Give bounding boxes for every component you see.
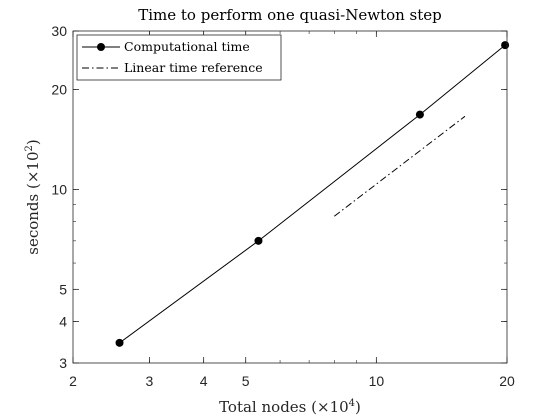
legend-label-linear: Linear time reference [124,60,263,75]
y-tick-label: 10 [51,181,67,197]
plot-background [73,31,507,363]
x-axis-label-close: ) [355,398,361,416]
series-computational-time-line [119,44,506,344]
legend: Computational time Linear time reference [76,34,282,81]
y-axis-label-close: ) [24,139,42,145]
data-point-computational-time [254,236,263,245]
data-point-computational-time [115,338,124,347]
data-point-computational-time [415,110,424,119]
x-axis-label-mult: ×10 [317,398,349,416]
y-tick-label: 4 [59,314,67,330]
y-axis-label: seconds (×102) [24,139,42,254]
x-tick-label: 5 [242,373,250,389]
legend-box [76,34,282,81]
x-tick-label: 2 [69,373,77,389]
y-tick-label: 30 [51,23,67,39]
y-tick-label: 5 [59,281,67,297]
y-axis-label-mult: ×10 [24,151,42,183]
x-tick-label: 10 [369,373,385,389]
y-axis-label-main: seconds ( [24,183,42,255]
x-axis-label-exp: 4 [349,398,355,409]
legend-marker-computational [97,43,105,51]
x-tick-label: 3 [146,373,154,389]
x-tick-labels: 2 3 4 5 10 20 [69,373,515,389]
x-axis-label-main: Total nodes ( [219,398,317,416]
y-tick-label: 3 [59,355,67,371]
chart-title: Time to perform one quasi-Newton step [138,6,442,24]
y-axis-label-exp: 2 [24,145,35,151]
y-tick-labels: 3 4 5 10 20 30 [51,23,67,371]
series-layer [115,41,510,347]
x-tick-label: 20 [499,373,515,389]
data-point-computational-time [501,41,510,50]
plot-frame [72,30,508,364]
x-tick-label: 4 [200,373,208,389]
series-linear-reference-line [333,115,466,217]
x-axis-label: Total nodes (×104) [219,398,361,416]
y-tick-label: 20 [51,81,67,97]
legend-label-computational: Computational time [124,39,250,54]
